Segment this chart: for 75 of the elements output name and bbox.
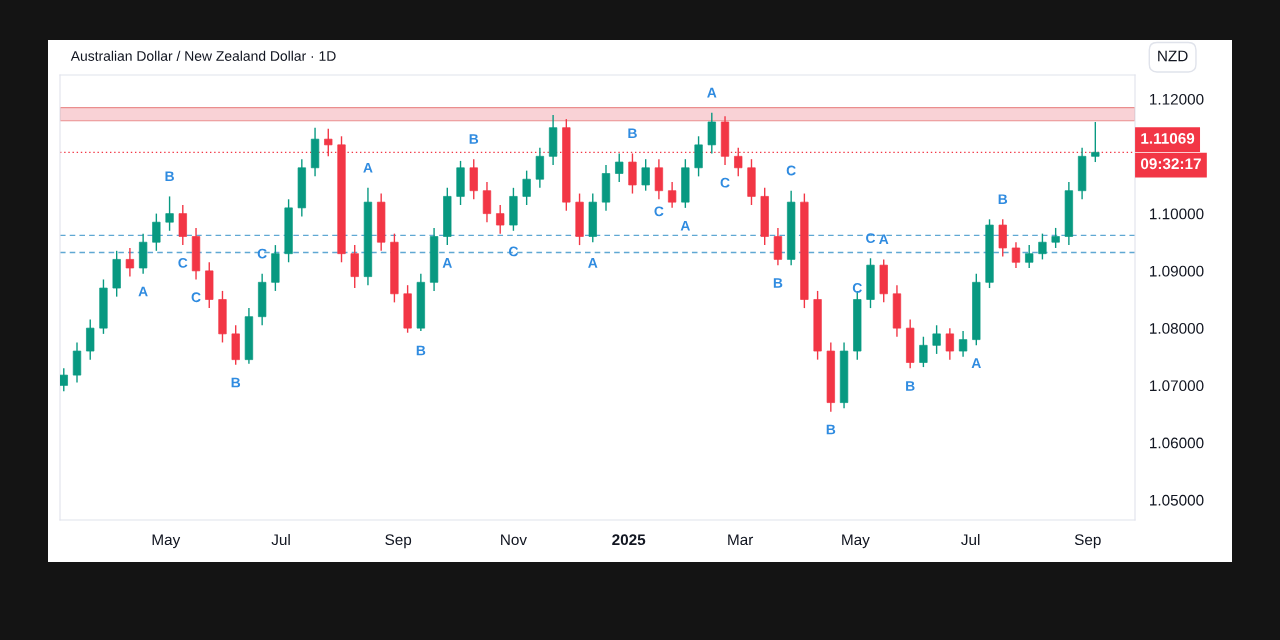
y-tick-label: 1.05000 <box>1150 494 1204 506</box>
chart-title: Australian Dollar / New Zealand Dollar · 1D <box>70 50 336 61</box>
annotation: C <box>508 246 519 257</box>
candlestick <box>998 218 1007 258</box>
annotation: C <box>786 165 796 176</box>
annotation: A <box>588 258 598 268</box>
annotation: A <box>680 220 690 231</box>
x-tick-label: 2025 <box>612 534 646 546</box>
annotation: C <box>852 283 862 293</box>
annotation: B <box>416 345 426 356</box>
candlestick <box>469 158 478 200</box>
candlestick <box>1051 227 1060 249</box>
x-tick-label: Jul <box>961 533 980 546</box>
x-tick-label: Sep <box>385 534 412 549</box>
candlestick <box>641 158 650 192</box>
text: 09:32:17 <box>1140 158 1201 170</box>
y-tick-label: 1.07000 <box>1150 380 1204 392</box>
candlestick <box>932 324 941 355</box>
annotation: B <box>231 377 241 388</box>
candlestick <box>482 181 492 223</box>
x-tick-label: Sep <box>1074 534 1101 549</box>
candlestick <box>615 152 624 183</box>
candlestick <box>165 195 174 232</box>
y-tick-label: 1.12000 <box>1150 93 1204 105</box>
candlestick <box>945 327 954 361</box>
candlestick <box>1091 121 1100 163</box>
y-tick-label: 1.09000 <box>1150 265 1204 277</box>
annotation: A <box>442 258 452 268</box>
candlestick <box>654 158 664 200</box>
candlestick <box>350 244 359 289</box>
annotation: B <box>628 128 637 139</box>
candlestick <box>86 318 95 361</box>
annotation: A <box>138 286 148 297</box>
ref-line-label: 1.11069 <box>1141 132 1195 144</box>
candlestick <box>628 152 637 195</box>
annotation: B <box>165 171 174 182</box>
y-tick-label: 1.06000 <box>1150 437 1204 449</box>
candlestick <box>496 204 505 235</box>
annotation: A <box>879 234 889 245</box>
candlestick <box>773 227 783 266</box>
candlestick <box>1025 244 1034 269</box>
candlestick <box>958 330 968 358</box>
annotation: A <box>971 358 981 368</box>
annotation: A <box>707 87 717 98</box>
candlestick <box>522 169 531 206</box>
annotation: A <box>363 162 373 173</box>
candlestick <box>1038 232 1047 261</box>
candlestick <box>1011 241 1021 269</box>
x-tick-label: May <box>842 534 870 549</box>
candlestick <box>152 212 161 252</box>
annotation: B <box>469 134 479 144</box>
annotation: B <box>906 381 915 391</box>
annotation: B <box>826 424 836 435</box>
annotation: C <box>866 233 876 244</box>
x-tick-label: May <box>152 534 181 549</box>
text: NZD <box>1158 50 1188 62</box>
annotation: C <box>191 292 201 303</box>
candlestick <box>178 204 187 246</box>
candlestick <box>60 367 68 392</box>
annotation: B <box>773 278 783 288</box>
candlestick <box>919 336 928 368</box>
x-tick-label: Mar <box>728 534 754 546</box>
candlestick <box>125 247 135 278</box>
x-tick-label: Nov <box>501 534 527 546</box>
annotation: C <box>654 206 664 217</box>
candlestick <box>707 112 716 155</box>
y-tick-label: 1.10000 <box>1150 208 1204 220</box>
annotation: C <box>178 257 188 268</box>
candlestick <box>694 135 703 178</box>
y-tick-label: 1.08000 <box>1150 323 1204 334</box>
candlestick <box>668 181 677 209</box>
candlestick <box>535 147 545 189</box>
annotation: B <box>998 194 1008 204</box>
annotation: C <box>720 177 730 188</box>
x-tick-label: Jul <box>271 533 290 546</box>
